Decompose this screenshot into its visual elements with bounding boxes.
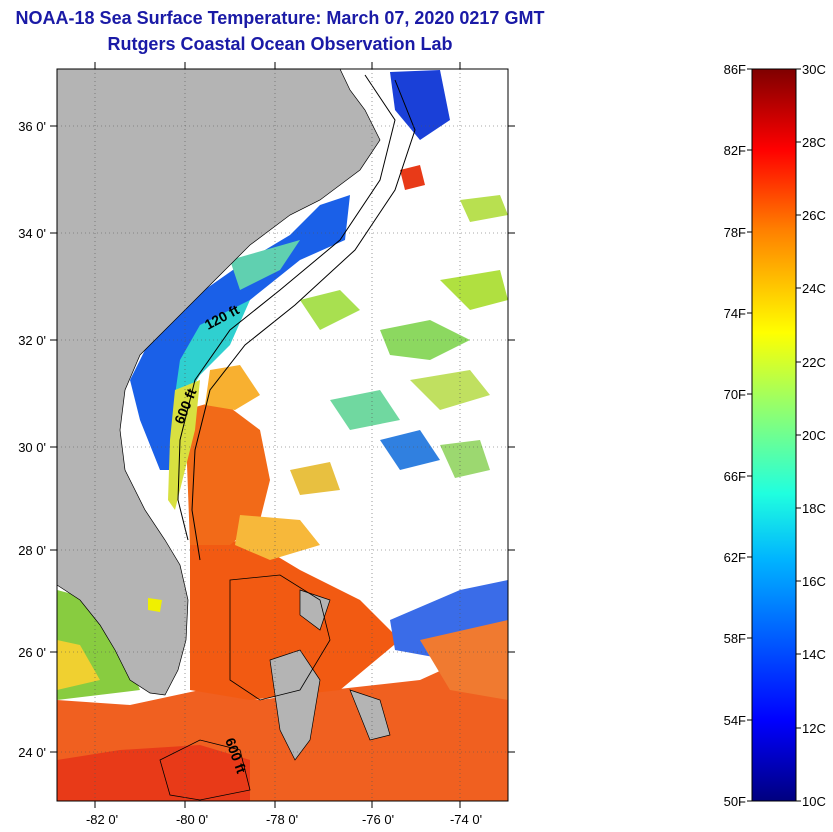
sst-patch [400,165,425,190]
northern-cold-water [390,70,450,140]
shelf-break-water [168,380,200,510]
colorbar-label-f: 66F [724,469,746,484]
mid-shelf-water [230,240,300,290]
lat-label: 34 0' [18,226,46,241]
bahamas-eleuthera-island [349,689,391,741]
lon-label: -74 0' [450,812,482,827]
lat-label: 32 0' [18,333,46,348]
sst-patch [440,440,490,478]
gulf-stream-core-north [185,400,270,545]
colorbar-label-c: 28C [802,135,826,150]
bahamas-abaco-island [299,589,331,631]
warm-eddy-east [420,620,508,700]
sst-patch [460,195,508,222]
colorbar-label-f: 74F [724,306,746,321]
gulf-stream-core-south [190,540,400,700]
map-border [56,68,509,802]
lon-label: -76 0' [362,812,394,827]
gulf-stream-edge [205,365,260,410]
shelf-cool-water [175,300,250,400]
chart-title: NOAA-18 Sea Surface Temperature: March 0… [15,8,545,28]
florida-straits-warm-water [57,745,250,801]
colorbar-label-c: 10C [802,794,826,809]
colorbar-label-c: 18C [802,501,826,516]
colorbar-label-c: 22C [802,355,826,370]
sst-patch [290,462,340,495]
sst-patch [410,370,490,410]
lon-label: -82 0' [86,812,118,827]
colorbar-label-c: 26C [802,208,826,223]
sst-map: 120 ft 600 ft 600 ft [57,69,508,801]
lat-label: 36 0' [18,119,46,134]
colorbar-label-f: 62F [724,550,746,565]
lat-label: 28 0' [18,543,46,558]
temperature-colorbar [751,68,797,802]
colorbar-label-c: 30C [802,62,826,77]
sst-patch [300,290,360,330]
120ft-isobath [177,74,396,541]
sst-patch [380,430,440,470]
colorbar-label-c: 16C [802,574,826,589]
colorbar-label-c: 14C [802,647,826,662]
lake-okeechobee [148,598,162,612]
colorbar-label-f: 86F [724,62,746,77]
lat-label: 26 0' [18,645,46,660]
colorbar-label-f: 58F [724,631,746,646]
cuba-shelf-contour [159,739,251,801]
coastal-cold-water [130,195,350,470]
lon-label: -78 0' [266,812,298,827]
colorbar-label-f: 50F [724,794,746,809]
sst-patch [330,390,400,430]
colorbar-label-f: 70F [724,387,746,402]
colorbar-label-c: 24C [802,281,826,296]
warm-filament [235,515,320,560]
colorbar-label-f: 78F [724,225,746,240]
colorbar-ticks [747,68,801,802]
lon-label: -80 0' [176,812,208,827]
colorbar-label-c: 12C [802,721,826,736]
600ft-isobath [191,79,416,561]
chart-subtitle: Rutgers Coastal Ocean Observation Lab [107,34,453,54]
lat-label: 24 0' [18,745,46,760]
colorbar-label-f: 82F [724,143,746,158]
lat-label: 30 0' [18,440,46,455]
bahama-bank-contour [229,574,331,701]
sst-patch [440,270,508,310]
axis-ticks [50,62,515,808]
colorbar-label-f: 54F [724,713,746,728]
us-east-coast-land [57,69,381,696]
colorbar-label-c: 20C [802,428,826,443]
gulf-warm-patch [57,640,100,690]
